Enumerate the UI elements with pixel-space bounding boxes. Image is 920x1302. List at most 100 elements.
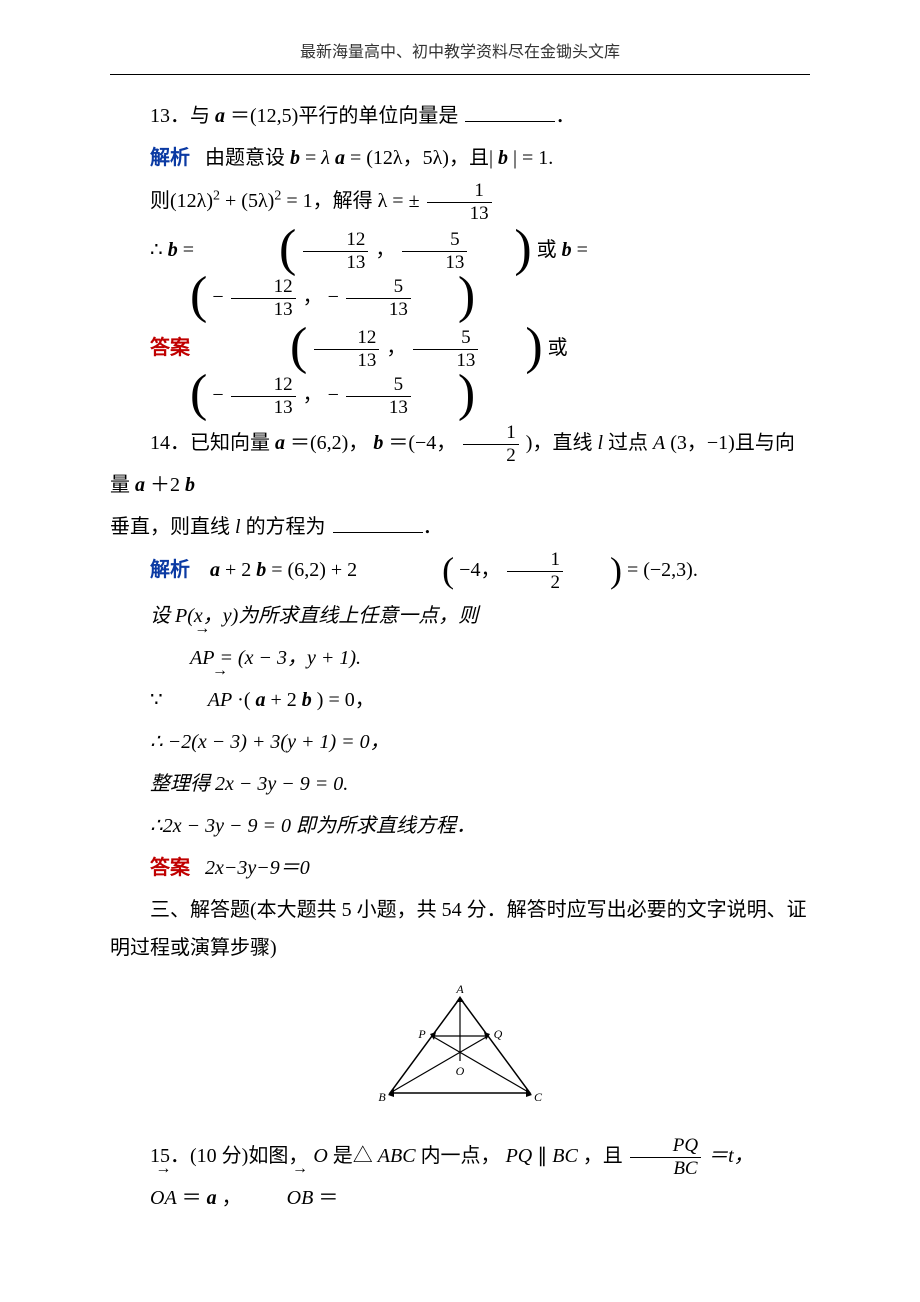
numerator: 1 <box>463 423 519 445</box>
comma: ， <box>375 239 395 261</box>
lparen-icon: ( <box>150 273 207 320</box>
comma: ， <box>303 286 323 308</box>
vec-label: OB <box>287 1187 314 1209</box>
rparen-icon: ) <box>485 324 542 371</box>
text: + 2 <box>225 559 251 581</box>
numerator: 12 <box>231 375 296 397</box>
vector-b: b <box>302 689 312 711</box>
denominator: 13 <box>231 397 296 418</box>
vector-OB: →OB <box>247 1179 314 1217</box>
numerator: 5 <box>346 375 411 397</box>
text: ∵ <box>150 689 163 711</box>
text: ) = 0， <box>317 689 375 711</box>
answer-label: 答案 <box>150 857 190 879</box>
label-C: C <box>534 1090 543 1104</box>
text: ＋2 <box>150 474 180 496</box>
text: = (6,2) + 2 <box>271 559 357 581</box>
numerator: 12 <box>303 230 368 252</box>
text: | = 1. <box>513 147 553 169</box>
lparen-icon: ( <box>250 324 307 371</box>
fill-blank <box>333 510 423 533</box>
paren-group: ( −4， 12 ) <box>362 550 622 593</box>
vec-label: OA <box>150 1187 177 1209</box>
line-l: l <box>235 516 241 538</box>
text: 15．(10 分)如图， <box>150 1145 308 1167</box>
vector-a: a <box>275 432 285 454</box>
point-O: O <box>313 1145 327 1167</box>
numerator: 1 <box>507 550 563 572</box>
analysis-label: 解析 <box>150 559 190 581</box>
comma: ， <box>303 384 323 406</box>
vector-a: a <box>210 559 220 581</box>
text: ＝ <box>318 1187 338 1209</box>
neg: − <box>212 286 223 308</box>
segment-BC: BC <box>552 1145 578 1167</box>
denominator: 2 <box>507 572 563 593</box>
fraction-PQ-BC: PQ BC <box>630 1136 701 1179</box>
neg: − <box>212 384 223 406</box>
numerator: 12 <box>314 328 379 350</box>
page-content: 最新海量高中、初中教学资料尽在金锄头文库 13．与 a ＝(12,5)平行的单位… <box>0 0 920 1261</box>
q13-analysis-1: 解析 由题意设 b = λ a = (12λ，5λ)，且| b | = 1. <box>110 139 810 177</box>
analysis-label: 解析 <box>150 147 190 169</box>
text: = <box>577 239 588 261</box>
vector-b: b <box>373 432 383 454</box>
denominator: 13 <box>314 350 379 371</box>
denominator: 2 <box>463 445 519 466</box>
label-O: O <box>456 1064 465 1078</box>
vec-label: AP <box>190 647 214 669</box>
vector-a: a <box>256 689 266 711</box>
fraction-5-13: 513 <box>346 277 411 320</box>
text: 整理得 2x − 3y − 9 = 0. <box>150 773 348 795</box>
answer-label: 答案 <box>150 337 190 359</box>
text: ∴2x − 3y − 9 = 0 即为所求直线方程． <box>150 815 476 837</box>
numerator: 5 <box>413 328 478 350</box>
lparen-icon: ( <box>402 554 454 586</box>
q13-text: 13．与 <box>150 105 210 127</box>
vector-b: b <box>290 147 300 169</box>
vector-a: a <box>215 105 225 127</box>
numerator: 12 <box>231 277 296 299</box>
vector-a: a <box>135 474 145 496</box>
lparen-icon: ( <box>150 371 207 418</box>
numerator: 5 <box>346 277 411 299</box>
answer-value: 2x−3y−9＝0 <box>205 857 310 879</box>
vector-AP: →AP <box>168 681 232 719</box>
sup-2: 2 <box>213 189 220 204</box>
text: 内一点， <box>421 1145 501 1167</box>
q14-analysis-4: ∵ →AP ·( a + 2 b ) = 0， <box>110 681 810 719</box>
q14-analysis-1: 解析 a + 2 b = (6,2) + 2 ( −4， 12 ) = (−2,… <box>110 550 810 593</box>
rparen-icon: ) <box>570 554 622 586</box>
text: ＝(−4， <box>388 432 456 454</box>
fraction-1-2: 12 <box>507 550 563 593</box>
rparen-icon: ) <box>418 371 475 418</box>
text: ·( <box>237 689 250 711</box>
fraction-12-13: 1213 <box>303 230 368 273</box>
text: = <box>183 239 199 261</box>
section-3-heading: 三、解答题(本大题共 5 小题，共 54 分．解答时应写出必要的文字说明、证明过… <box>110 891 810 967</box>
fraction-5-13: 513 <box>346 375 411 418</box>
denominator: 13 <box>346 299 411 320</box>
fraction-1-13: 1 13 <box>427 181 492 224</box>
fill-blank <box>465 99 555 122</box>
text: 是△ <box>333 1145 373 1167</box>
denominator: 13 <box>231 299 296 320</box>
page-header: 最新海量高中、初中教学资料尽在金锄头文库 <box>110 38 810 75</box>
parallel: ∥ <box>537 1145 547 1167</box>
text: ＝(6,2)， <box>290 432 368 454</box>
text: 由题意设 <box>205 147 290 169</box>
denominator: 13 <box>346 397 411 418</box>
lparen-icon: ( <box>239 226 296 273</box>
q13-answer: 答案 ( 1213 ， 513 ) 或 ( − 1213 ， − 513 ) <box>110 326 810 420</box>
fraction-1-2: 12 <box>463 423 519 466</box>
q14-analysis-6: 整理得 2x − 3y − 9 = 0. <box>110 765 810 803</box>
numerator: 1 <box>427 181 492 203</box>
fraction-12-13: 1213 <box>231 375 296 418</box>
label-A: A <box>455 983 464 996</box>
text: = <box>305 147 321 169</box>
text: 的方程为 <box>246 516 326 538</box>
q14-answer: 答案 2x−3y−9＝0 <box>110 849 810 887</box>
fraction-12-13: 1213 <box>314 328 379 371</box>
vector-b: b <box>168 239 178 261</box>
comma: ， <box>386 337 406 359</box>
